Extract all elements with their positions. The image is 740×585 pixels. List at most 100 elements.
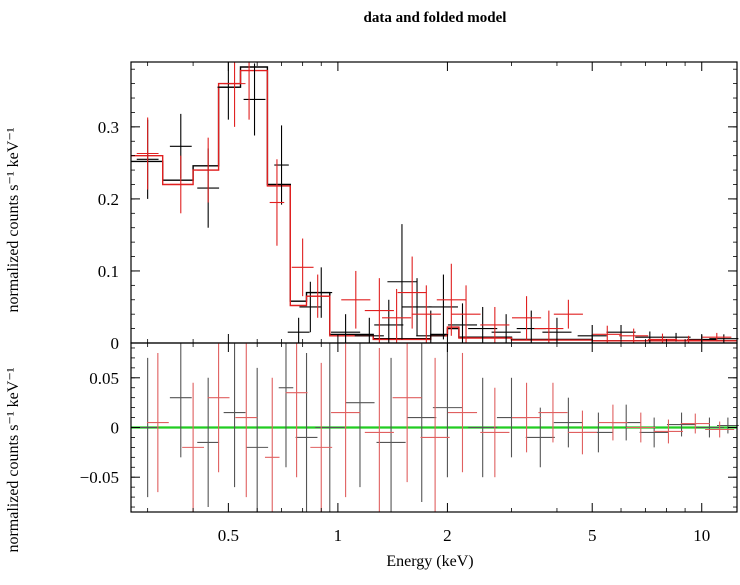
- data-point: [468, 377, 498, 478]
- data-point: [511, 296, 542, 340]
- data-point: [598, 404, 628, 441]
- x-tick-label: 10: [693, 526, 710, 545]
- data-point: [635, 331, 665, 343]
- data-point: [680, 413, 710, 434]
- data-point: [182, 382, 205, 512]
- data-point: [666, 412, 697, 437]
- x-tick-label: 2: [443, 526, 452, 545]
- data-point: [315, 343, 345, 512]
- plot-frame: [130, 61, 738, 344]
- data-point: [264, 377, 280, 512]
- data-point: [285, 343, 308, 478]
- data-point: [626, 412, 656, 443]
- data-point: [407, 343, 437, 503]
- data-point: [639, 417, 669, 448]
- data-point: [376, 357, 406, 512]
- data-point: [269, 159, 285, 246]
- y-tick-label: 0: [111, 334, 120, 353]
- data-point: [136, 117, 159, 190]
- data-point: [364, 347, 394, 512]
- data-point: [516, 310, 546, 343]
- data-point: [447, 303, 478, 343]
- data-point: [709, 334, 739, 343]
- data-point: [411, 285, 441, 343]
- data-point: [397, 256, 427, 329]
- data-point: [235, 343, 258, 498]
- model-line-1: [131, 69, 737, 342]
- data-point: [217, 62, 240, 120]
- data-point: [716, 417, 739, 434]
- y-tick-label: 0.3: [98, 118, 119, 137]
- data-point: [705, 421, 735, 438]
- y-tick-label: 0.05: [89, 369, 119, 388]
- data-point: [647, 333, 678, 343]
- data-point: [592, 325, 622, 343]
- data-point: [674, 335, 704, 343]
- data-point: [364, 278, 394, 343]
- bottom-y-axis-label: normalized counts s⁻¹ keV⁻¹: [5, 367, 22, 552]
- data-point: [480, 387, 510, 478]
- data-point: [246, 367, 269, 512]
- data-point: [310, 362, 333, 512]
- data-point: [146, 352, 169, 493]
- data-point: [223, 343, 246, 488]
- x-tick-label: 1: [334, 526, 343, 545]
- data-point: [207, 343, 230, 473]
- plot-frame: [130, 342, 738, 513]
- data-point: [653, 419, 683, 444]
- data-point: [136, 357, 159, 498]
- data-point: [420, 357, 450, 512]
- data-point: [525, 407, 555, 468]
- data-point: [197, 377, 220, 508]
- data-point: [306, 274, 329, 318]
- data-point: [534, 310, 564, 343]
- y-tick-label: −0.05: [80, 468, 119, 487]
- y-tick-label: 0.1: [98, 262, 119, 281]
- data-point: [374, 299, 404, 343]
- x-axis-label: Energy (keV): [386, 553, 473, 570]
- data-point: [382, 288, 412, 343]
- data-point: [295, 352, 318, 512]
- data-point: [451, 285, 481, 343]
- y-tick-label: 0: [111, 419, 120, 438]
- data-point: [447, 352, 478, 473]
- data-point: [436, 263, 466, 336]
- data-point: [606, 324, 636, 340]
- y-tick-label: 0.2: [98, 190, 119, 209]
- data-point: [553, 299, 583, 329]
- x-tick-label: 0.5: [218, 526, 239, 545]
- data-point: [169, 155, 192, 214]
- data-point: [331, 343, 361, 498]
- data-point: [291, 238, 314, 297]
- residuals-panel: −0.05 0 0.05 0.5 1 2 5 10: [80, 342, 739, 545]
- data-point: [702, 332, 732, 342]
- data-point: [553, 397, 583, 448]
- top-y-axis-label: normalized counts s⁻¹ keV⁻¹: [5, 127, 22, 312]
- data-point: [287, 317, 310, 343]
- data-point: [169, 343, 192, 458]
- data-point: [243, 63, 266, 136]
- data-point: [345, 343, 375, 488]
- data-point: [416, 310, 446, 343]
- data-point: [542, 317, 572, 343]
- x-tick-label: 5: [588, 526, 597, 545]
- data-point: [331, 314, 361, 343]
- chart-title: data and folded model: [364, 10, 507, 26]
- data-point: [310, 267, 333, 318]
- spectrum-panel: 0 0.1 0.2 0.3: [98, 61, 739, 353]
- data-point: [223, 62, 246, 127]
- data-point: [428, 274, 458, 340]
- data-point: [538, 382, 568, 443]
- data-point: [619, 328, 649, 343]
- model-line-0: [131, 66, 737, 342]
- data-point: [402, 278, 432, 336]
- data-point: [491, 314, 521, 343]
- data-point: [432, 343, 462, 478]
- data-point: [197, 137, 220, 203]
- data-point: [392, 343, 422, 483]
- data-point: [480, 306, 510, 343]
- data-point: [278, 343, 294, 468]
- data-point: [341, 270, 371, 329]
- data-point: [567, 410, 597, 455]
